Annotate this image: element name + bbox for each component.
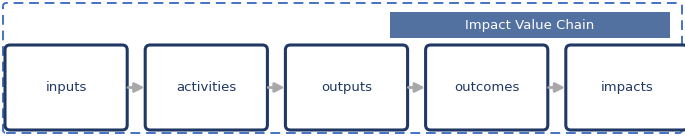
FancyBboxPatch shape xyxy=(425,45,548,130)
Text: impacts: impacts xyxy=(601,81,653,94)
Text: activities: activities xyxy=(176,81,236,94)
Text: inputs: inputs xyxy=(45,81,87,94)
FancyBboxPatch shape xyxy=(3,3,682,133)
Text: Impact Value Chain: Impact Value Chain xyxy=(465,18,595,32)
Text: outputs: outputs xyxy=(321,81,372,94)
FancyBboxPatch shape xyxy=(145,45,267,130)
Text: outcomes: outcomes xyxy=(454,81,519,94)
FancyBboxPatch shape xyxy=(286,45,408,130)
FancyBboxPatch shape xyxy=(390,12,670,38)
FancyBboxPatch shape xyxy=(5,45,127,130)
FancyBboxPatch shape xyxy=(566,45,685,130)
